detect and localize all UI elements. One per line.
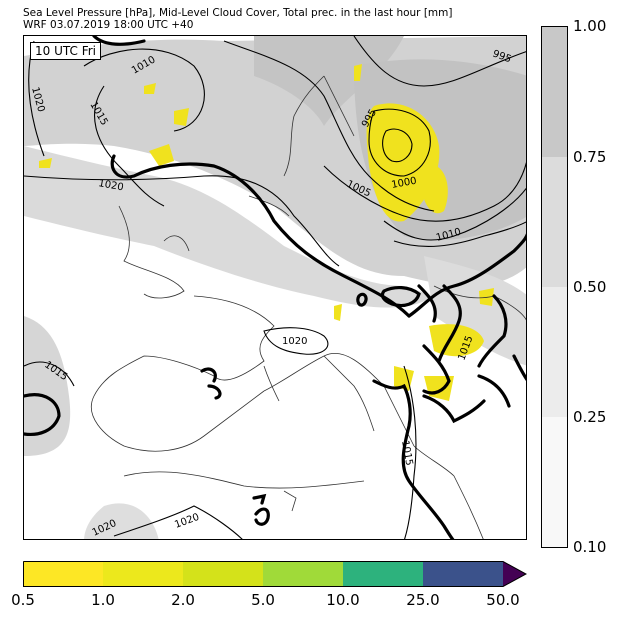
precip-tick: 2.0 [171,591,195,609]
valid-time-label: 10 UTC Fri [30,42,101,60]
precip-tick: 25.0 [406,591,440,609]
precip-tick: 5.0 [251,591,275,609]
cloud-cover-tick: 0.10 [573,538,607,556]
cloud-cover-colorbar [541,26,568,548]
model-run-info: WRF 03.07.2019 18:00 UTC +40 [23,19,194,31]
precip-tick: 50.0 [486,591,520,609]
isobar-label: 1020 [97,178,124,193]
precip-segment [103,561,183,587]
isobar-label: 1015 [399,440,414,467]
coastlines [91,75,526,539]
cloud-cover-segment [542,287,567,417]
precip-overflow-arrow [503,561,526,587]
cloud-cover-tick: 1.00 [573,17,607,35]
cloud-cover-shading [24,36,526,539]
precip-tick: 0.5 [11,591,35,609]
weather-map: 995 1010 1020 1015 995 1000 1005 1020 10… [23,35,527,540]
isobar-label: 1020 [282,336,307,347]
isobar-thick [24,36,526,539]
cloud-cover-tick: 0.75 [573,148,607,166]
cloud-cover-segment [542,157,567,287]
precip-segment [423,561,503,587]
precip-tick: 1.0 [91,591,115,609]
precip-segment [23,561,103,587]
map-canvas: 995 1010 1020 1015 995 1000 1005 1020 10… [24,36,526,539]
cloud-cover-segment [542,417,567,547]
isobar-label: 1020 [173,512,201,531]
precip-tick: 10.0 [326,591,360,609]
isobar-label: 1000 [391,176,418,191]
cloud-cover-tick: 0.50 [573,278,607,296]
precip-segment [343,561,423,587]
precipitation-colorbar [23,561,527,587]
chart-title: Sea Level Pressure [hPa], Mid-Level Clou… [23,7,453,19]
cloud-cover-segment [542,27,567,157]
precip-segment [263,561,343,587]
precip-segment [183,561,263,587]
cloud-cover-tick: 0.25 [573,408,607,426]
